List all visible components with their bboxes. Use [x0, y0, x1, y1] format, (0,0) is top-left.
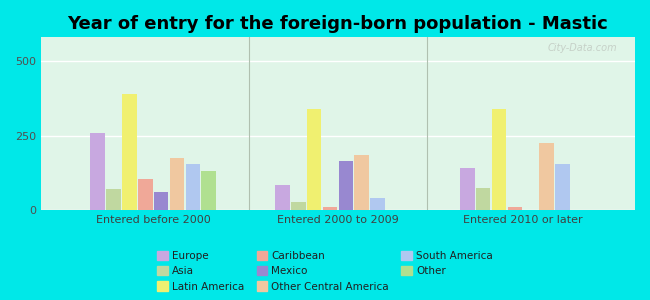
- Bar: [307, 109, 322, 210]
- Bar: [170, 158, 184, 210]
- Bar: [540, 143, 554, 210]
- Bar: [138, 179, 153, 210]
- Bar: [202, 171, 216, 210]
- Bar: [460, 168, 474, 210]
- Bar: [154, 192, 168, 210]
- Bar: [122, 94, 136, 210]
- Bar: [291, 202, 305, 210]
- Text: City-Data.com: City-Data.com: [547, 43, 618, 52]
- Title: Year of entry for the foreign-born population - Mastic: Year of entry for the foreign-born popul…: [68, 15, 608, 33]
- Bar: [555, 164, 569, 210]
- Bar: [323, 207, 337, 210]
- Bar: [370, 198, 385, 210]
- Bar: [339, 161, 353, 210]
- Bar: [107, 189, 121, 210]
- Bar: [276, 185, 290, 210]
- Bar: [185, 164, 200, 210]
- Bar: [508, 207, 522, 210]
- Bar: [90, 133, 105, 210]
- Bar: [476, 188, 491, 210]
- Bar: [354, 155, 369, 210]
- Bar: [492, 109, 506, 210]
- Legend: Europe, Asia, Latin America, Caribbean, Mexico, Other Central America, South Ame: Europe, Asia, Latin America, Caribbean, …: [154, 248, 496, 295]
